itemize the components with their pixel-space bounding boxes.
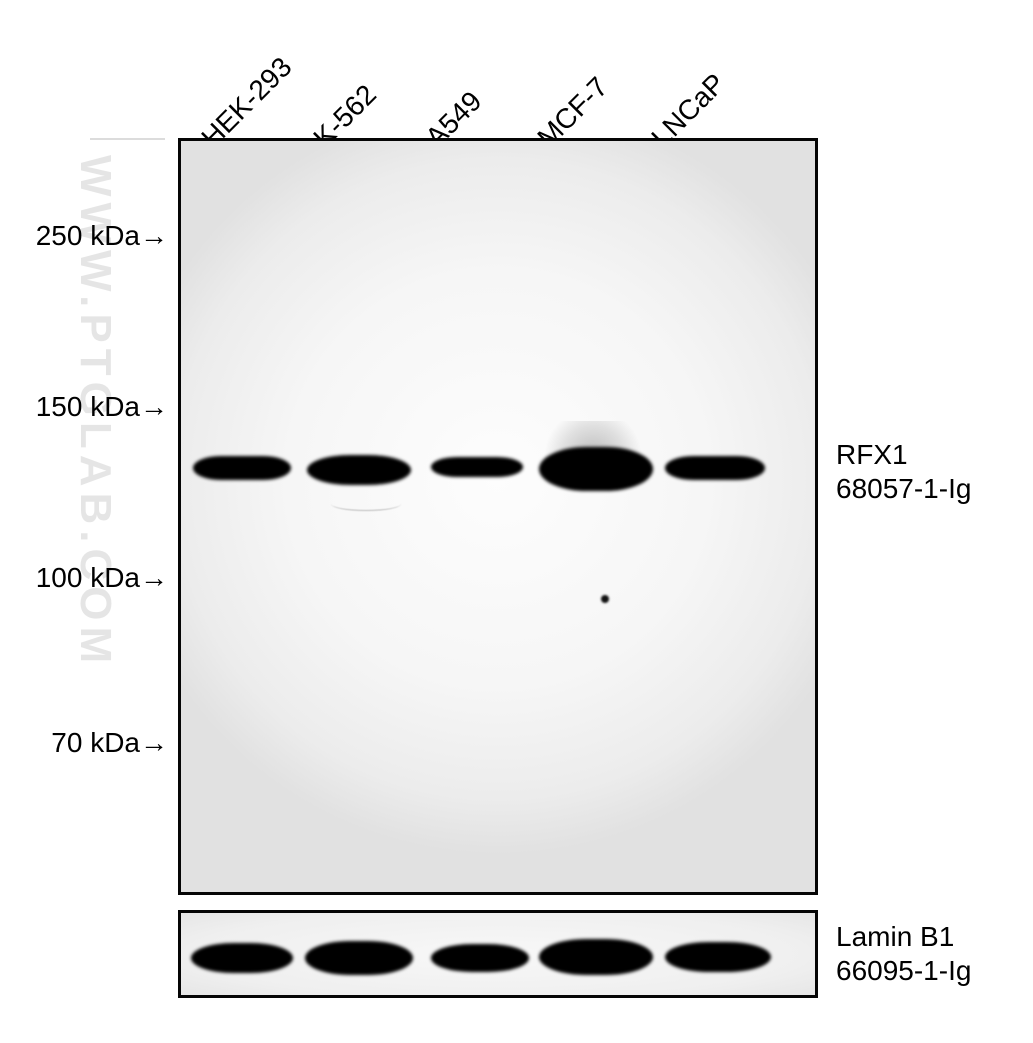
mw-marker: 70 kDa→: [51, 727, 168, 759]
main-blot-background: [181, 141, 815, 892]
figure-container: WWW.PTGLAB.COM HEK-293 K-562 A549 MCF-7 …: [0, 0, 1033, 1043]
loading-protein-name: Lamin B1: [836, 920, 971, 954]
mw-marker: 150 kDa→: [36, 391, 168, 423]
main-blot-panel: [178, 138, 818, 895]
loading-catalog-number: 66095-1-Ig: [836, 954, 971, 988]
loading-label: Lamin B1 66095-1-Ig: [836, 920, 971, 987]
target-protein-name: RFX1: [836, 438, 971, 472]
blot-band: [193, 456, 291, 480]
blot-band: [305, 941, 413, 975]
target-catalog-number: 68057-1-Ig: [836, 472, 971, 506]
blot-band: [431, 457, 523, 477]
mw-marker: 100 kDa→: [36, 562, 168, 594]
target-label: RFX1 68057-1-Ig: [836, 438, 971, 505]
blot-artifact-line: [331, 497, 401, 511]
blot-band: [191, 943, 293, 973]
mw-marker: 250 kDa→: [36, 220, 168, 252]
blot-band: [665, 942, 771, 972]
blot-band: [431, 944, 529, 972]
decorative-tint: [90, 138, 165, 140]
blot-band: [665, 456, 765, 480]
blot-band: [539, 447, 653, 491]
blot-artifact-spot: [601, 595, 609, 603]
blot-band: [539, 939, 653, 975]
loading-blot-panel: [178, 910, 818, 998]
blot-band: [307, 455, 411, 485]
